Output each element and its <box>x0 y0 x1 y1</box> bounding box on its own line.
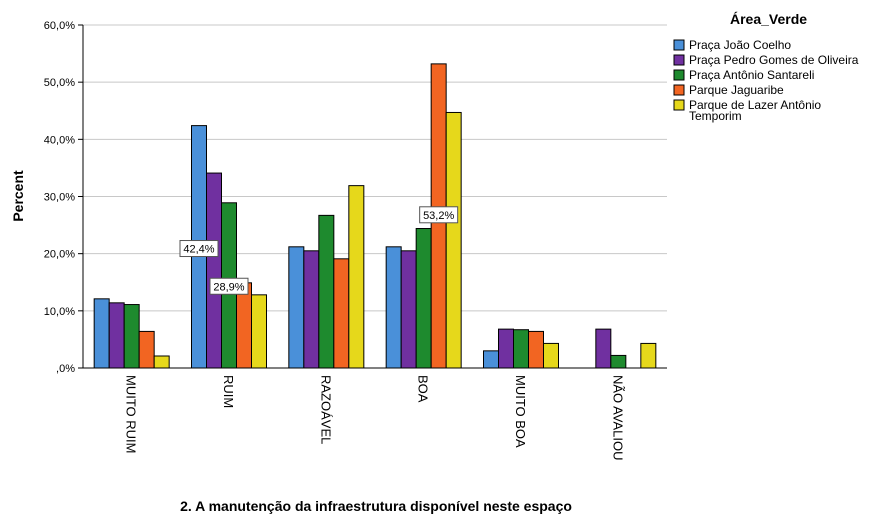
bar <box>483 350 499 369</box>
bar <box>93 298 110 369</box>
legend-title: Área_Verde <box>730 11 807 27</box>
data-label-box <box>209 277 249 295</box>
bar <box>288 246 305 369</box>
bar <box>400 250 417 369</box>
bar <box>445 111 462 369</box>
x-tick-label: MUITO RUIM <box>124 375 139 453</box>
bar <box>318 214 335 369</box>
axes: ,0% 10,0% 20,0% 30,0% 40,0% 50,0% 60,0% MUITO R… <box>44 20 667 461</box>
x-tick-label: BOA <box>416 375 431 403</box>
legend-label: Parque Jaguaribe <box>689 83 784 97</box>
bar <box>333 258 350 369</box>
y-tick-label: 40,0% <box>44 134 75 146</box>
bar <box>528 330 544 369</box>
data-label-box <box>179 240 219 258</box>
y-tick-label: 30,0% <box>44 192 75 204</box>
bar <box>640 342 657 369</box>
legend-swatch <box>673 39 685 51</box>
x-axis-title: 2. A manutenção da infraestrutura dispon… <box>180 498 572 514</box>
data-label: 28,9% <box>213 281 244 293</box>
y-tick-label: 60,0% <box>44 20 75 32</box>
x-tick-label: MUITO BOA <box>513 375 528 448</box>
y-tick-label: ,0% <box>56 363 75 375</box>
bar <box>236 282 252 369</box>
legend-swatch <box>673 54 685 66</box>
x-tick-label: NÃO AVALIOU <box>610 375 625 461</box>
y-tick-label: 50,0% <box>44 77 75 89</box>
legend-label: Parque de Lazer Antônio <box>689 98 821 112</box>
bar <box>251 294 267 369</box>
bar <box>415 228 432 369</box>
y-tick-label: 20,0% <box>44 249 75 261</box>
bar <box>303 250 320 369</box>
legend-label: Praça João Coelho <box>689 38 791 52</box>
bar <box>595 328 612 369</box>
legend-label: Praça Antônio Santareli <box>689 68 814 82</box>
x-tick-label: RUIM <box>221 375 236 408</box>
bar <box>498 328 514 369</box>
bars <box>93 63 657 369</box>
data-label: 53,2% <box>423 210 454 222</box>
bar <box>348 185 365 369</box>
data-label-box <box>419 206 459 224</box>
x-tick-label: RAZOÁVEL <box>318 375 333 444</box>
legend-label: Praça Pedro Gomes de Oliveira <box>689 53 859 67</box>
legend-swatch <box>673 84 685 96</box>
bar <box>513 329 529 369</box>
bar <box>206 172 222 369</box>
bar <box>123 304 140 369</box>
legend-swatch <box>673 69 685 81</box>
legend-label: Temporim <box>689 109 742 123</box>
bar <box>153 355 170 369</box>
gridlines <box>83 24 667 312</box>
bar <box>543 342 559 369</box>
data-label: 42,4% <box>183 244 214 256</box>
bar <box>108 302 125 369</box>
y-axis-title: Percent <box>10 170 26 222</box>
bar <box>138 330 155 369</box>
legend-swatch <box>673 99 685 111</box>
bar <box>610 354 627 369</box>
y-tick-label: 10,0% <box>44 306 75 318</box>
data-labels: 42,4% 28,9% 53,2% <box>179 206 459 295</box>
bar <box>385 246 402 369</box>
